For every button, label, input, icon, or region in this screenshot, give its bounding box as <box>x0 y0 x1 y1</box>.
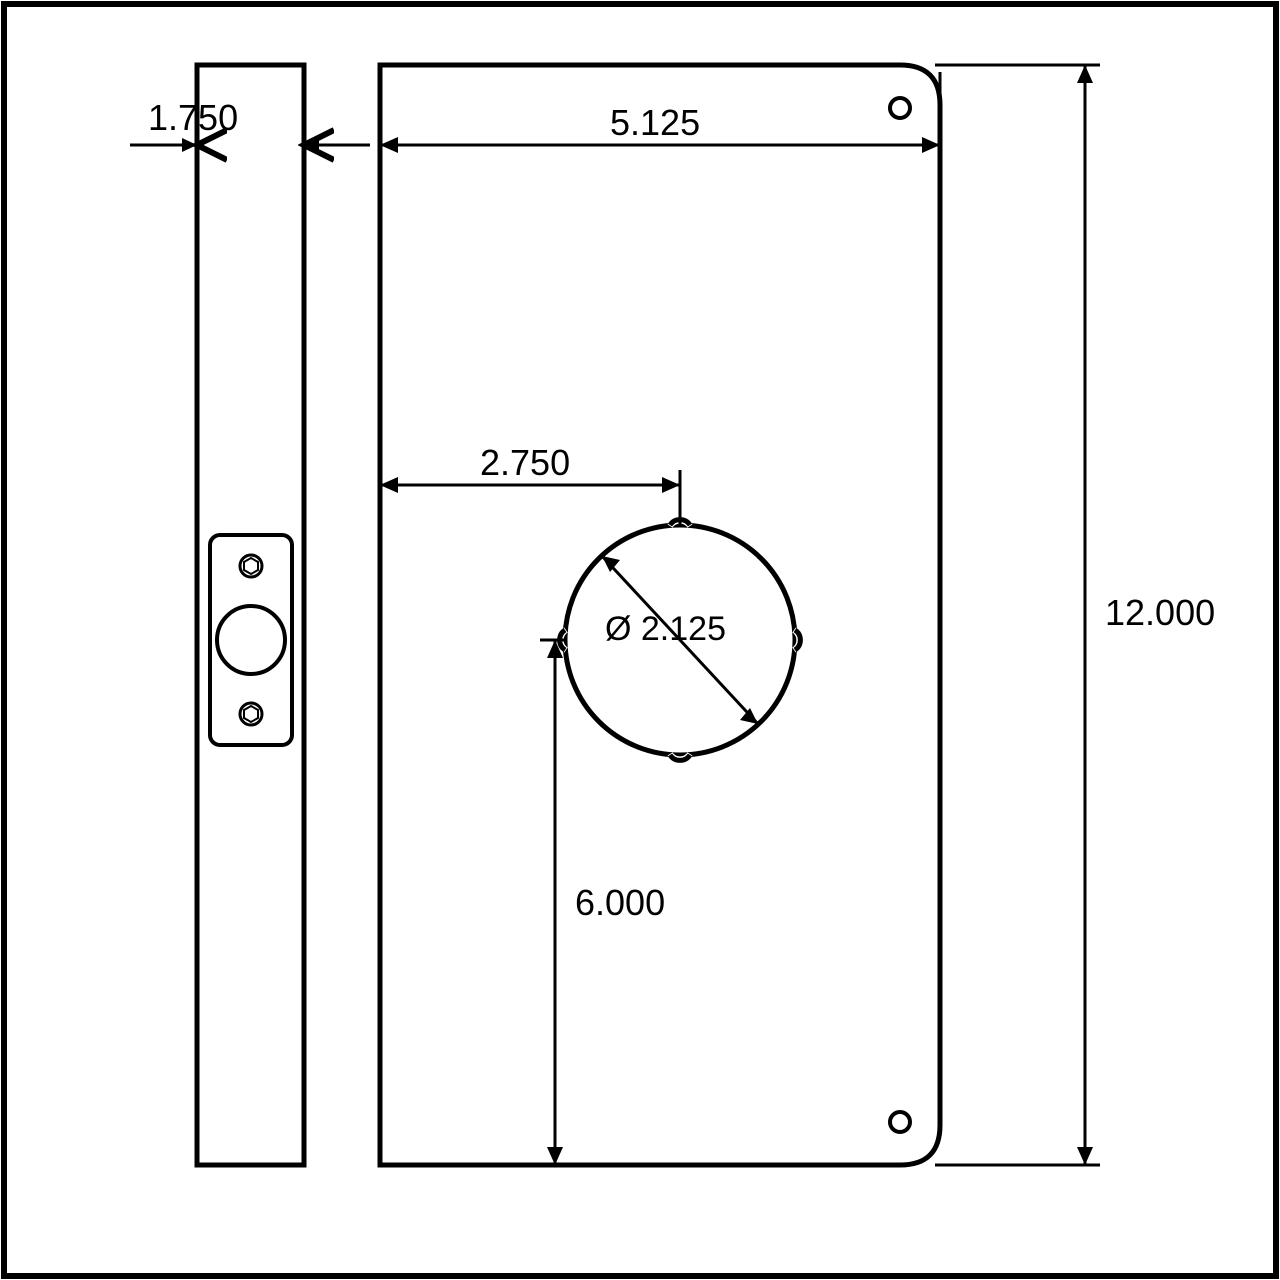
latch-plate <box>210 535 292 745</box>
side-view <box>197 65 304 1165</box>
mount-screw-top <box>890 98 910 118</box>
latch-screw-top <box>240 555 262 577</box>
latch-screw-bottom <box>240 703 262 725</box>
dim-bore-diameter: Ø 2.125 <box>602 556 758 724</box>
dim-bore-height: 6.000 <box>540 640 665 1165</box>
dim-backset-label: 2.750 <box>480 442 570 483</box>
dim-bore-label: Ø 2.125 <box>605 610 726 648</box>
dim-side-width-label: 1.750 <box>148 97 238 138</box>
dim-plate-width-label: 5.125 <box>610 102 700 143</box>
dim-bore-height-label: 6.000 <box>575 882 665 923</box>
dim-plate-height-label: 12.000 <box>1105 592 1215 633</box>
technical-drawing: 1.750 5.125 2.750 Ø 2.125 6.000 <box>0 0 1280 1280</box>
dim-plate-width: 5.125 <box>380 65 940 153</box>
latch-bolt <box>217 606 285 674</box>
mount-screw-bottom <box>890 1112 910 1132</box>
dim-plate-height: 12.000 <box>935 65 1215 1165</box>
dim-side-width: 1.750 <box>130 65 370 152</box>
dim-backset: 2.750 <box>380 442 680 525</box>
